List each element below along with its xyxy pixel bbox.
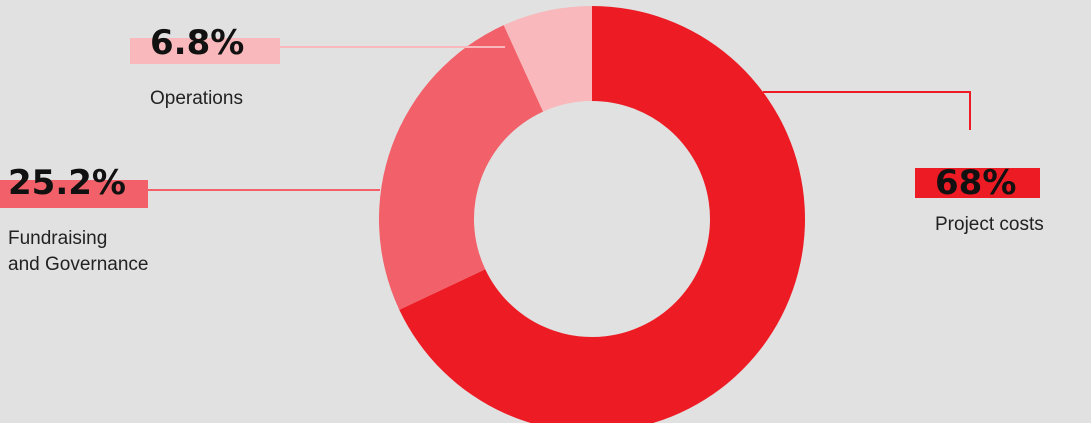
category-label: Project costs <box>935 212 1044 238</box>
chart: 68% 25.2% 6.8% <box>0 0 1091 423</box>
category-label: Operations <box>150 86 243 112</box>
leader-line <box>763 92 970 130</box>
value-label: 25.2% <box>8 163 126 203</box>
page: 68% 25.2% 6.8% Operations Fundraising and … <box>0 0 1091 423</box>
category-label: Fundraising and Governance <box>8 226 149 278</box>
value-label: 6.8% <box>150 23 244 63</box>
value-label: 68% <box>935 163 1016 203</box>
donut-slice <box>379 25 543 310</box>
